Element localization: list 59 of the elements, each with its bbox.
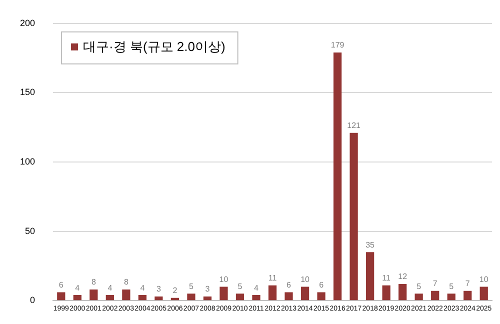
bar xyxy=(57,292,66,300)
data-label: 7 xyxy=(432,279,438,288)
legend-label: 대구·경 북(규모 2.0이상) xyxy=(83,38,226,54)
data-label: 6 xyxy=(58,280,64,290)
data-label: 2 xyxy=(172,286,178,296)
bar xyxy=(464,290,472,300)
bar xyxy=(317,292,326,300)
bar xyxy=(382,285,390,300)
bar xyxy=(187,294,196,300)
bar xyxy=(138,295,147,300)
bar xyxy=(252,295,260,300)
bar xyxy=(154,296,163,300)
data-label: 4 xyxy=(108,283,113,292)
data-label: 4 xyxy=(254,283,260,292)
bar xyxy=(366,252,374,300)
data-label: 3 xyxy=(205,284,210,294)
data-label: 10 xyxy=(219,274,229,284)
bar xyxy=(414,294,423,300)
bar xyxy=(398,284,407,300)
data-label: 5 xyxy=(416,282,422,291)
bar xyxy=(236,294,244,300)
data-label: 4 xyxy=(75,283,80,292)
data-label: 10 xyxy=(300,274,310,284)
data-label: 6 xyxy=(286,280,292,290)
data-label: 4 xyxy=(140,283,146,292)
data-label: 11 xyxy=(268,274,278,283)
bar xyxy=(284,292,293,300)
data-label: 35 xyxy=(366,240,376,250)
data-label: 11 xyxy=(382,274,392,283)
y-tick-label: 150 xyxy=(20,87,36,98)
bar xyxy=(480,286,488,300)
y-tick-label: 200 xyxy=(20,18,36,28)
data-label: 10 xyxy=(479,274,489,284)
y-tick-label: 50 xyxy=(25,226,36,236)
data-label: 8 xyxy=(91,278,96,287)
bar xyxy=(203,296,212,300)
data-label: 8 xyxy=(124,278,129,287)
bar xyxy=(333,52,342,300)
bar xyxy=(300,286,310,300)
data-label: 12 xyxy=(398,272,408,282)
bar xyxy=(122,290,130,300)
data-label: 179 xyxy=(330,40,345,50)
data-label: 5 xyxy=(238,282,243,291)
bar xyxy=(431,290,440,300)
bar xyxy=(106,295,114,300)
bar xyxy=(220,286,228,300)
data-label: 5 xyxy=(449,282,454,291)
data-label: 6 xyxy=(319,280,324,290)
data-label: 121 xyxy=(347,121,362,130)
bar xyxy=(350,132,358,300)
data-label: 7 xyxy=(465,279,470,288)
bar xyxy=(268,285,277,300)
data-label: 5 xyxy=(188,282,194,291)
bar xyxy=(447,294,456,300)
y-tick-label: 100 xyxy=(20,156,36,166)
y-tick-label: 0 xyxy=(30,295,36,306)
bar xyxy=(73,295,82,300)
data-label: 3 xyxy=(156,284,162,294)
bar xyxy=(90,290,98,300)
